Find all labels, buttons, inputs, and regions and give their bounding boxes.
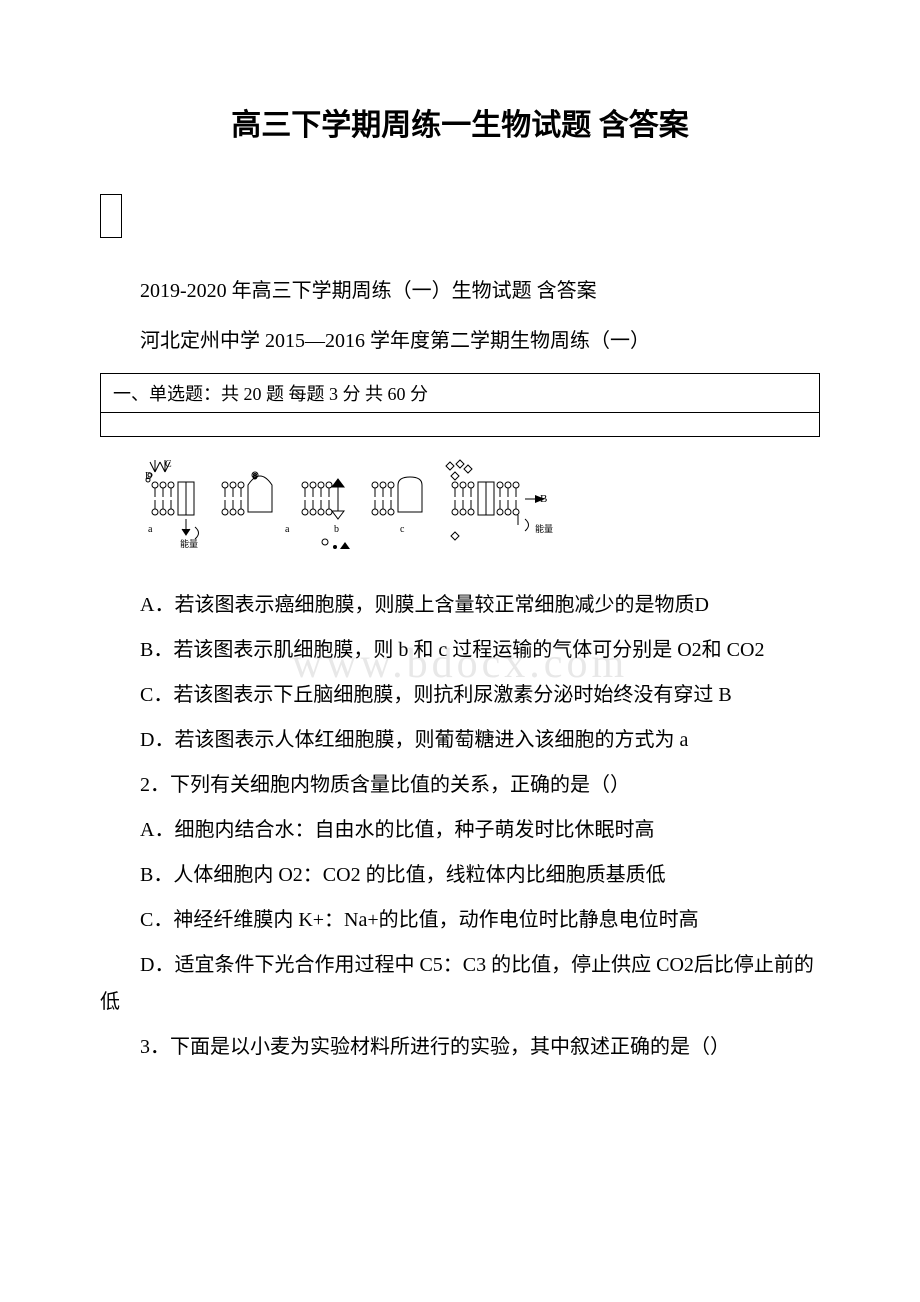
question-3: 3．下面是以小麦为实验材料所进行的实验，其中叙述正确的是（） <box>100 1029 820 1066</box>
option-q1-a: A．若该图表示癌细胞膜，则膜上含量较正常细胞减少的是物质D <box>100 587 820 624</box>
decorative-box <box>100 194 122 238</box>
section-header-cell: 一、单选题：共 20 题 每题 3 分 共 60 分 <box>101 374 820 413</box>
option-q1-b: B．若该图表示肌细胞膜，则 b 和 c 过程运输的气体可分别是 O2和 CO2 <box>100 632 820 669</box>
diagram-label-D: D <box>145 471 152 482</box>
diagram-label-b: b <box>334 524 339 535</box>
question-2: 2．下列有关细胞内物质含量比值的关系，正确的是（） <box>100 767 820 804</box>
diagram-label-a2: a <box>285 524 290 535</box>
svg-text:8: 8 <box>253 472 257 481</box>
section-header-table: 一、单选题：共 20 题 每题 3 分 共 60 分 <box>100 373 820 437</box>
subtitle-year: 2019-2020 年高三下学期周练（一）生物试题 含答案 <box>100 273 820 309</box>
option-q2-a: A．细胞内结合水：自由水的比值，种子萌发时比休眠时高 <box>100 812 820 849</box>
subtitle-school: 河北定州中学 2015—2016 学年度第二学期生物周练（一） <box>100 323 820 359</box>
diagram-label-energy1: 能量 <box>180 538 198 549</box>
diagram-label-C: C <box>165 459 172 470</box>
option-q1-d: D．若该图表示人体红细胞膜，则葡萄糖进入该细胞的方式为 a <box>100 722 820 759</box>
option-q1-c: C．若该图表示下丘脑细胞膜，则抗利尿激素分泌时始终没有穿过 B <box>100 677 820 714</box>
option-q2-b: B．人体细胞内 O2：CO2 的比值，线粒体内比细胞质基质低 <box>100 857 820 894</box>
diagram-label-energy2: 能量 <box>535 523 553 534</box>
membrane-diagram: D C a 能量 <box>140 457 580 567</box>
option-q2-c: C．神经纤维膜内 K+：Na+的比值，动作电位时比静息电位时高 <box>100 902 820 939</box>
diagram-svg: D C a 能量 <box>140 457 580 567</box>
diagram-label-a1: a <box>148 524 153 535</box>
section-empty-cell <box>101 413 820 437</box>
diagram-label-c: c <box>400 524 405 535</box>
option-q2-d: D．适宜条件下光合作用过程中 C5：C3 的比值，停止供应 CO2后比停止前的低 <box>100 947 820 1021</box>
page-title: 高三下学期周练一生物试题 含答案 <box>100 100 820 144</box>
